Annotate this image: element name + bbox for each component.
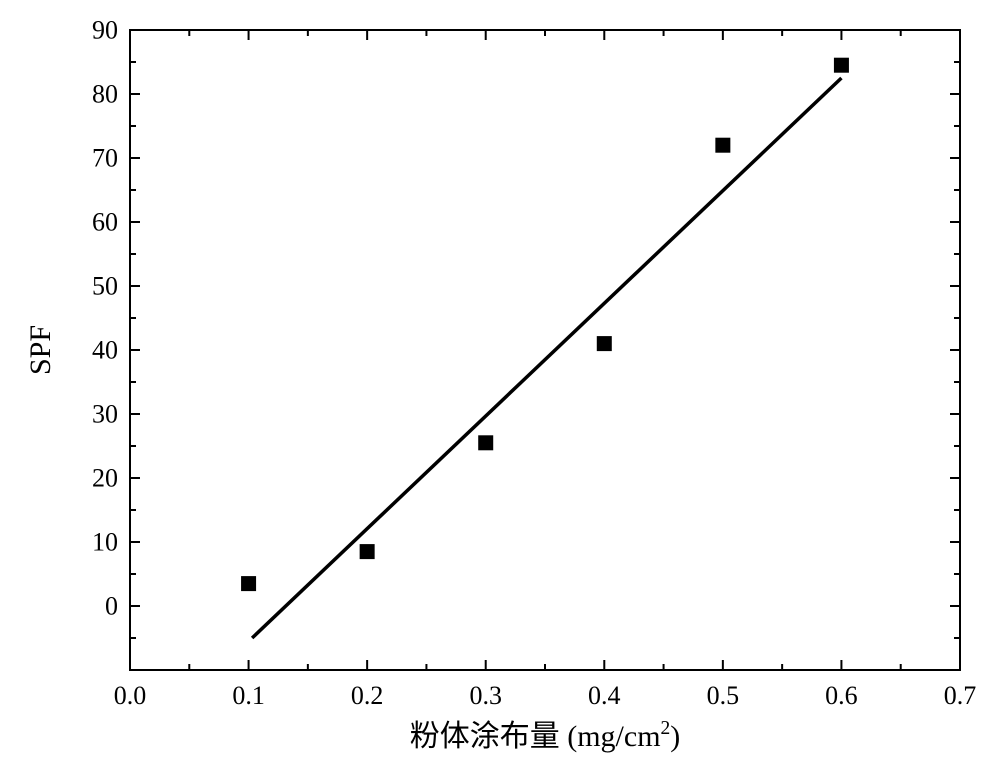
scatter-chart: 0.0 0.1 0.2 0.3 0.4 0.5 0.6 0.7 0 10 20 30 40 50 60 70 8…	[0, 0, 1000, 777]
y-tick-label: 30	[92, 400, 118, 429]
y-tick-label: 60	[92, 208, 118, 237]
x-axis-label: 粉体涂布量 (mg/cm2)	[410, 718, 681, 753]
data-point	[715, 138, 730, 153]
y-tick-label: 10	[92, 528, 118, 557]
x-tick-label: 0.6	[825, 681, 858, 710]
x-tick-label: 0.2	[351, 681, 384, 710]
y-tick-label: 80	[92, 80, 118, 109]
chart-container: 0.0 0.1 0.2 0.3 0.4 0.5 0.6 0.7 0 10 20 30 40 50 60 70 8…	[0, 0, 1000, 777]
y-tick-label: 20	[92, 464, 118, 493]
x-tick-label: 0.7	[944, 681, 977, 710]
y-tick-label: 90	[92, 16, 118, 45]
data-point	[597, 336, 612, 351]
y-tick-label: 70	[92, 144, 118, 173]
x-tick-label: 0.3	[469, 681, 502, 710]
data-point	[478, 435, 493, 450]
y-tick-label: 50	[92, 272, 118, 301]
y-tick-label: 40	[92, 336, 118, 365]
x-tick-label: 0.4	[588, 681, 621, 710]
data-point	[834, 58, 849, 73]
x-tick-label: 0.5	[707, 681, 740, 710]
y-axis-label: SPF	[24, 325, 57, 375]
x-tick-label: 0.1	[232, 681, 265, 710]
y-tick-label: 0	[105, 592, 118, 621]
data-point	[241, 576, 256, 591]
x-tick-label: 0.0	[114, 681, 147, 710]
data-point	[360, 544, 375, 559]
